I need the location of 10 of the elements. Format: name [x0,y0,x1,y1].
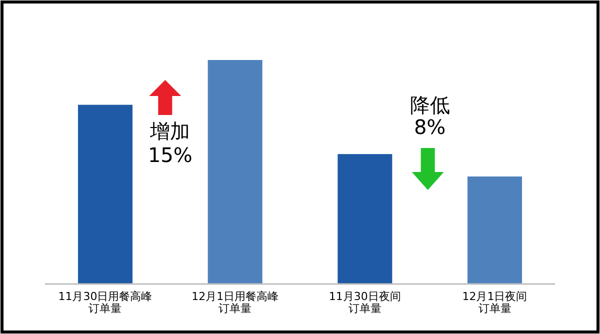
bar [78,104,133,284]
annotation: 降低 8% [410,93,450,139]
bar [467,176,522,284]
bar [338,154,392,284]
x-tick-label: 12月1日用餐高峰订单量 [192,290,279,315]
x-tick-label: 11月30日用餐高峰订单量 [58,290,152,315]
x-tick-label: 11月30日夜间订单量 [328,290,401,315]
x-tick-label: 12月1日夜间订单量 [462,290,528,315]
annotation: 增加 15% [148,119,192,167]
bar [208,60,262,284]
